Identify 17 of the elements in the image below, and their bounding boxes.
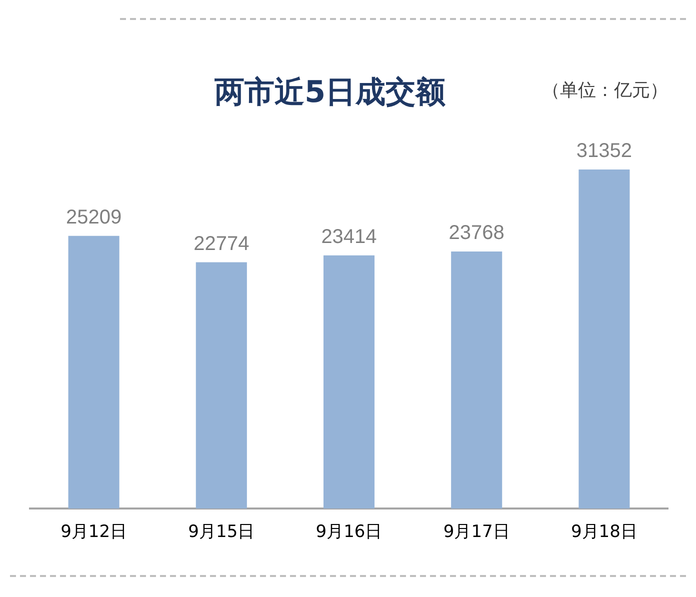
text: （单位：亿元） [542, 79, 668, 102]
data-label: 23768 [448, 222, 504, 244]
bar [323, 255, 375, 509]
data-label: 23414 [321, 226, 377, 248]
data-label: 25209 [66, 206, 122, 228]
bar [451, 252, 502, 509]
bar [196, 262, 247, 509]
x-tick-label: 9月16日 [316, 522, 382, 542]
x-tick-label: 9月17日 [443, 522, 510, 542]
bar [68, 236, 120, 509]
data-label: 22774 [194, 232, 250, 255]
x-tick-label: 9月12日 [60, 522, 128, 542]
data-label: 31352 [576, 140, 632, 162]
x-tick-label: 9月18日 [570, 522, 638, 542]
chart-title: 两市近5日成交额 [214, 75, 446, 110]
x-tick-label: 9月15日 [188, 522, 255, 542]
bar [578, 169, 630, 509]
